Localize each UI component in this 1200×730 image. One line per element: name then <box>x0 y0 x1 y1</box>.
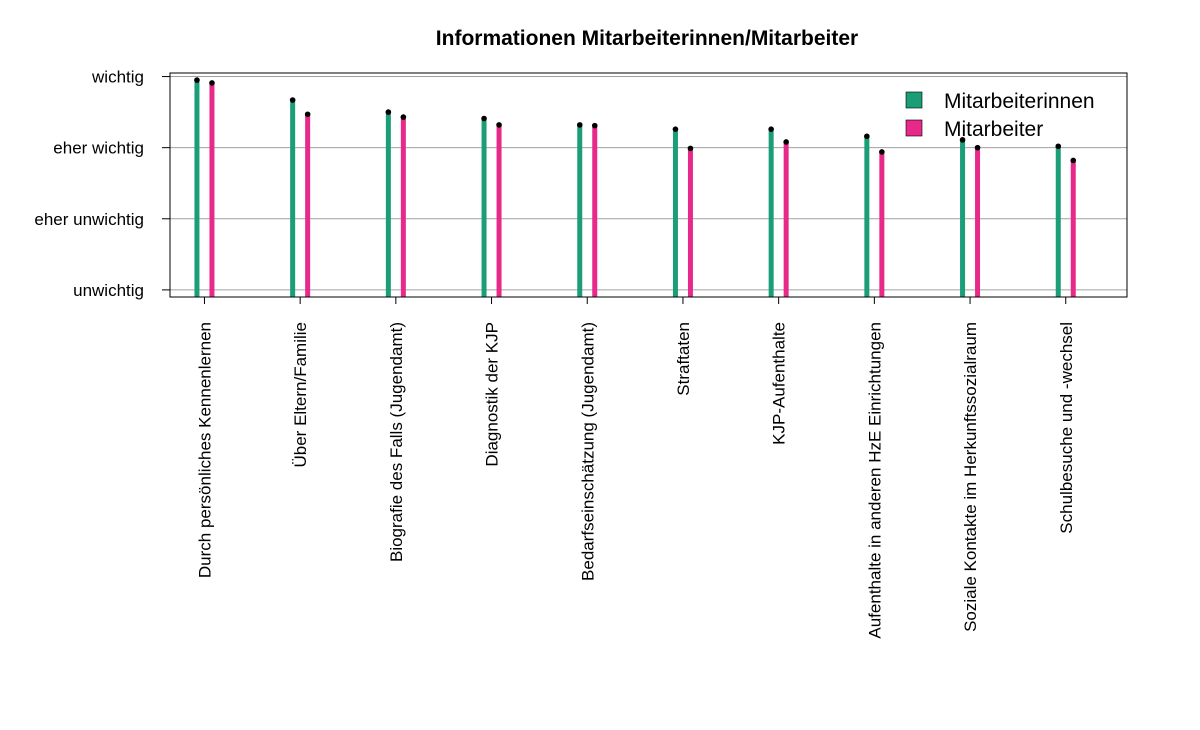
data-point <box>1055 143 1062 150</box>
data-point <box>304 111 311 118</box>
data-point <box>783 139 789 145</box>
bar <box>879 151 885 297</box>
bars <box>194 80 1076 298</box>
bar <box>1070 160 1076 297</box>
x-tick-label: Biografie des Falls (Jugendamt) <box>387 322 406 562</box>
y-tick-label: unwichtig <box>73 281 144 300</box>
bar <box>305 114 311 297</box>
bar <box>496 124 502 298</box>
legend-label: Mitarbeiterinnen <box>944 90 1095 113</box>
data-point <box>1070 157 1077 164</box>
data-point <box>864 133 870 140</box>
y-tick-label: eher wichtig <box>53 139 144 158</box>
legend-label: Mitarbeiter <box>944 118 1043 141</box>
y-tick-label: wichtig <box>91 68 144 87</box>
x-axis: Durch persönliches Kennenlernen Über Elte… <box>195 297 1076 639</box>
chart-title: Informationen Mitarbeiterinnen/Mitarbeit… <box>436 27 858 50</box>
point-markers <box>194 77 1077 164</box>
x-tick-label: Aufenthalte in anderen HzE Einrichtungen <box>865 322 884 639</box>
data-point <box>289 97 296 103</box>
legend-swatch <box>905 119 923 137</box>
data-point <box>974 144 981 151</box>
bar <box>194 80 200 297</box>
plot-frame <box>169 72 1128 298</box>
data-point <box>400 114 407 120</box>
bar <box>864 136 870 297</box>
bar <box>400 117 406 297</box>
data-point <box>959 137 966 143</box>
bar <box>1055 146 1061 297</box>
legend-swatch <box>905 91 923 109</box>
x-tick-label: Schulbesuche und -wechsel <box>1057 322 1076 534</box>
x-tick-label: Soziale Kontakte im Herkunftssozialraum <box>961 322 980 632</box>
data-point <box>591 122 598 129</box>
data-point <box>687 145 694 152</box>
bar <box>290 100 296 298</box>
bar <box>577 124 583 298</box>
bar <box>768 129 774 297</box>
data-point <box>879 149 885 155</box>
legend: Mitarbeiterinnen Mitarbeiter <box>905 90 1095 141</box>
x-tick-label: Straftaten <box>674 322 693 396</box>
y-axis: unwichtig eher unwichtig eher wichtig wicht… <box>34 68 170 300</box>
data-point <box>209 80 215 86</box>
bar <box>960 139 966 297</box>
y-tick-label: eher unwichtig <box>34 210 144 229</box>
data-point <box>481 115 487 122</box>
bar <box>687 148 693 297</box>
bar <box>385 112 391 297</box>
bar <box>783 141 789 297</box>
data-point <box>496 122 502 128</box>
data-point <box>768 126 774 132</box>
x-tick-label: Diagnostik der KJP <box>483 322 502 467</box>
bar <box>592 125 598 297</box>
data-point <box>194 77 200 83</box>
gridlines <box>170 76 1127 291</box>
bar <box>481 118 487 297</box>
x-tick-label: Bedarfseinschätzung (Jugendamt) <box>578 322 597 581</box>
data-point <box>385 109 392 115</box>
bar <box>975 147 981 297</box>
x-tick-label: KJP-Aufenthalte <box>770 322 789 445</box>
bar <box>672 129 678 297</box>
data-point <box>672 126 679 132</box>
x-tick-label: Durch persönliches Kennenlernen <box>195 322 214 578</box>
bar <box>209 82 215 297</box>
x-tick-label: Über Eltern/Familie <box>291 322 310 468</box>
data-point <box>576 122 583 128</box>
